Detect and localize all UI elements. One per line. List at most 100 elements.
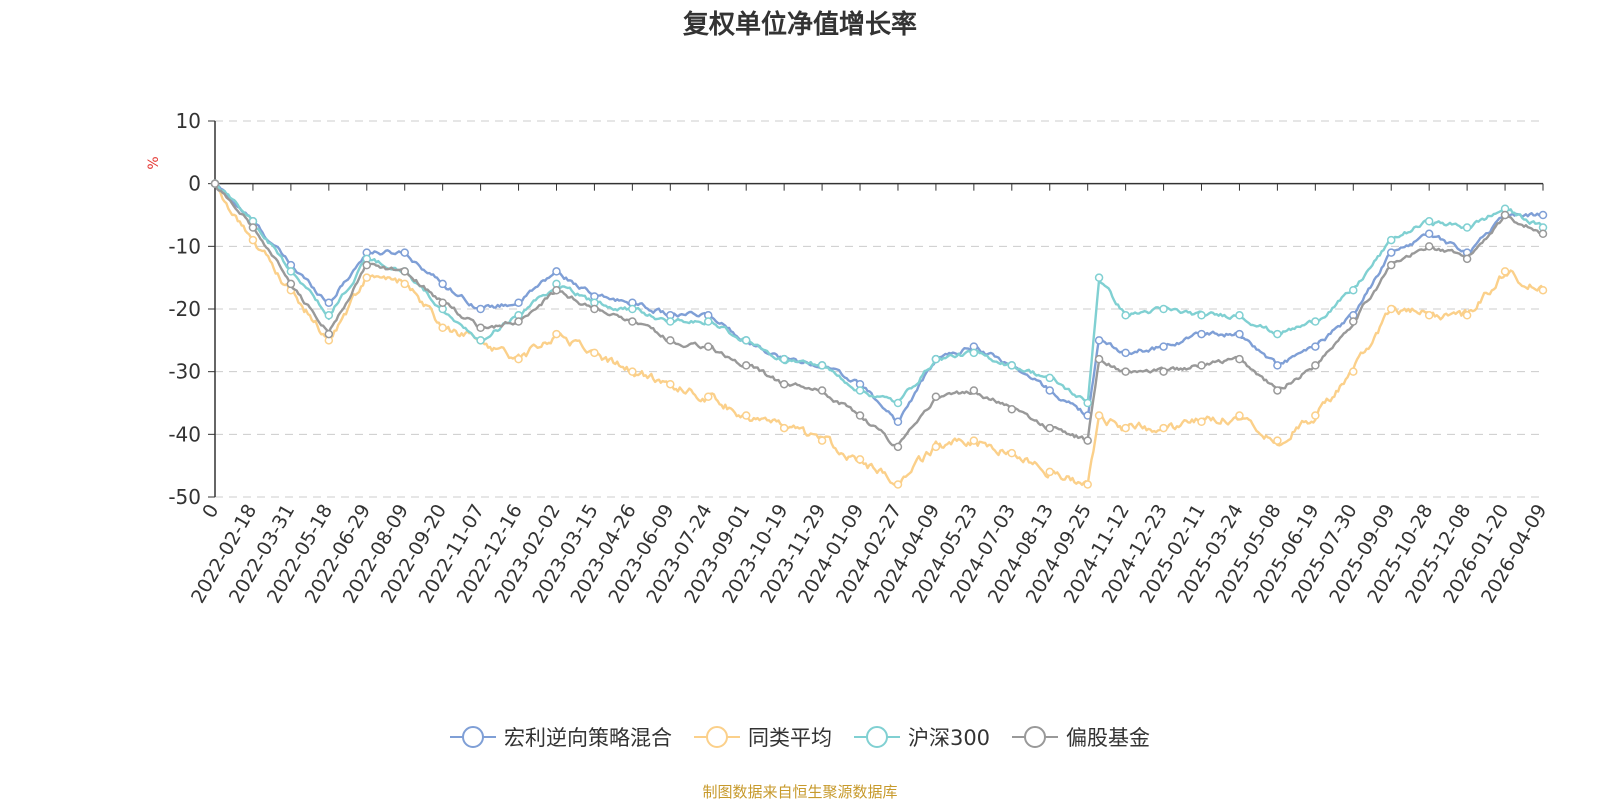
legend: 宏利逆向策略混合 同类平均 沪深300 偏股基金 bbox=[0, 722, 1600, 752]
series-marker bbox=[1273, 386, 1282, 395]
series-marker bbox=[438, 323, 447, 333]
series-marker bbox=[1197, 329, 1206, 339]
series-marker bbox=[1538, 229, 1548, 239]
series-marker bbox=[1273, 329, 1282, 339]
series-marker bbox=[1159, 423, 1168, 433]
series-marker bbox=[779, 354, 789, 364]
series-marker bbox=[666, 317, 675, 326]
series-marker bbox=[590, 304, 599, 314]
series-marker bbox=[1007, 448, 1017, 458]
series-marker bbox=[1007, 361, 1017, 370]
series-marker bbox=[1083, 480, 1092, 489]
series-marker bbox=[969, 348, 979, 358]
series-marker bbox=[362, 260, 372, 270]
series-marker bbox=[628, 317, 637, 326]
series-marker bbox=[1500, 210, 1510, 220]
y-tick-label: -40 bbox=[168, 422, 201, 446]
series-marker bbox=[855, 386, 865, 395]
series-marker bbox=[893, 398, 903, 408]
series-marker bbox=[1159, 342, 1168, 351]
series-marker bbox=[741, 361, 751, 370]
legend-item-series-2[interactable]: 同类平均 bbox=[693, 722, 832, 752]
series-marker bbox=[1197, 361, 1206, 370]
series-marker bbox=[1094, 336, 1104, 345]
series-marker bbox=[590, 348, 599, 358]
series-marker bbox=[817, 436, 827, 445]
series-marker bbox=[1311, 361, 1320, 370]
legend-marker-icon bbox=[1012, 725, 1059, 749]
series-marker bbox=[400, 267, 409, 276]
legend-marker-icon bbox=[693, 725, 740, 749]
series-marker bbox=[1159, 367, 1168, 376]
series-marker bbox=[1386, 304, 1396, 314]
series-marker bbox=[1349, 367, 1358, 376]
series-marker bbox=[1311, 411, 1320, 420]
series-marker bbox=[248, 223, 258, 232]
series-marker bbox=[855, 411, 865, 420]
series-marker bbox=[476, 323, 485, 333]
series-marker bbox=[514, 317, 523, 326]
series-marker bbox=[1235, 311, 1244, 320]
y-tick-label: 10 bbox=[176, 109, 201, 133]
series-marker bbox=[1273, 436, 1282, 445]
series-line bbox=[213, 183, 1544, 447]
series-marker bbox=[1349, 317, 1358, 326]
series-marker bbox=[438, 279, 447, 289]
series-marker bbox=[666, 379, 675, 389]
series-marker bbox=[931, 442, 941, 452]
series-line bbox=[214, 182, 1544, 423]
series-marker bbox=[248, 235, 258, 245]
y-tick-label: -50 bbox=[168, 485, 201, 509]
series-marker bbox=[1273, 361, 1282, 370]
legend-item-series-1[interactable]: 宏利逆向策略混合 bbox=[449, 722, 672, 752]
legend-marker-icon bbox=[853, 725, 900, 749]
series-marker bbox=[1045, 373, 1054, 383]
series-marker bbox=[628, 304, 637, 314]
legend-label: 同类平均 bbox=[747, 726, 832, 750]
y-tick-label: -20 bbox=[168, 297, 201, 321]
series-marker bbox=[1349, 285, 1358, 295]
y-axis-label: % bbox=[146, 156, 162, 169]
legend-item-series-3[interactable]: 沪深300 bbox=[853, 722, 991, 752]
series-marker bbox=[1094, 354, 1104, 364]
series-marker bbox=[1083, 436, 1092, 445]
legend-label: 沪深300 bbox=[907, 726, 991, 750]
legend-label: 偏股基金 bbox=[1066, 726, 1151, 750]
series-marker bbox=[1235, 329, 1244, 339]
series-marker bbox=[817, 361, 827, 370]
series-marker bbox=[286, 279, 296, 289]
series-marker bbox=[1424, 242, 1434, 251]
series-marker bbox=[1083, 398, 1092, 408]
series-marker bbox=[1235, 354, 1244, 364]
series-marker bbox=[476, 304, 485, 314]
series-marker bbox=[1121, 348, 1130, 358]
series-marker bbox=[893, 480, 903, 489]
series-marker bbox=[666, 336, 675, 345]
series-marker bbox=[1311, 317, 1320, 326]
series-marker bbox=[1424, 229, 1434, 239]
series-marker bbox=[1235, 411, 1244, 420]
series-marker bbox=[1007, 405, 1017, 414]
source-note: 制图数据来自恒生聚源数据库 bbox=[702, 783, 898, 801]
series-marker bbox=[552, 329, 561, 339]
series-marker bbox=[779, 423, 789, 433]
series-marker bbox=[1311, 342, 1320, 351]
series-marker bbox=[1121, 423, 1130, 433]
series-marker bbox=[969, 386, 979, 395]
series-marker bbox=[362, 273, 372, 282]
series-marker bbox=[1386, 235, 1396, 245]
series-marker bbox=[931, 354, 941, 364]
series-marker bbox=[476, 336, 485, 345]
series-line bbox=[214, 180, 1544, 487]
series-marker bbox=[893, 417, 903, 427]
series-marker bbox=[514, 354, 523, 364]
series-marker bbox=[1538, 285, 1548, 295]
legend-item-series-4[interactable]: 偏股基金 bbox=[1012, 722, 1150, 752]
series-marker bbox=[931, 392, 941, 401]
series-marker bbox=[1197, 311, 1206, 320]
series-marker bbox=[1045, 423, 1054, 433]
series-marker bbox=[1386, 260, 1396, 270]
series-marker bbox=[893, 442, 903, 452]
series-marker bbox=[438, 298, 447, 307]
